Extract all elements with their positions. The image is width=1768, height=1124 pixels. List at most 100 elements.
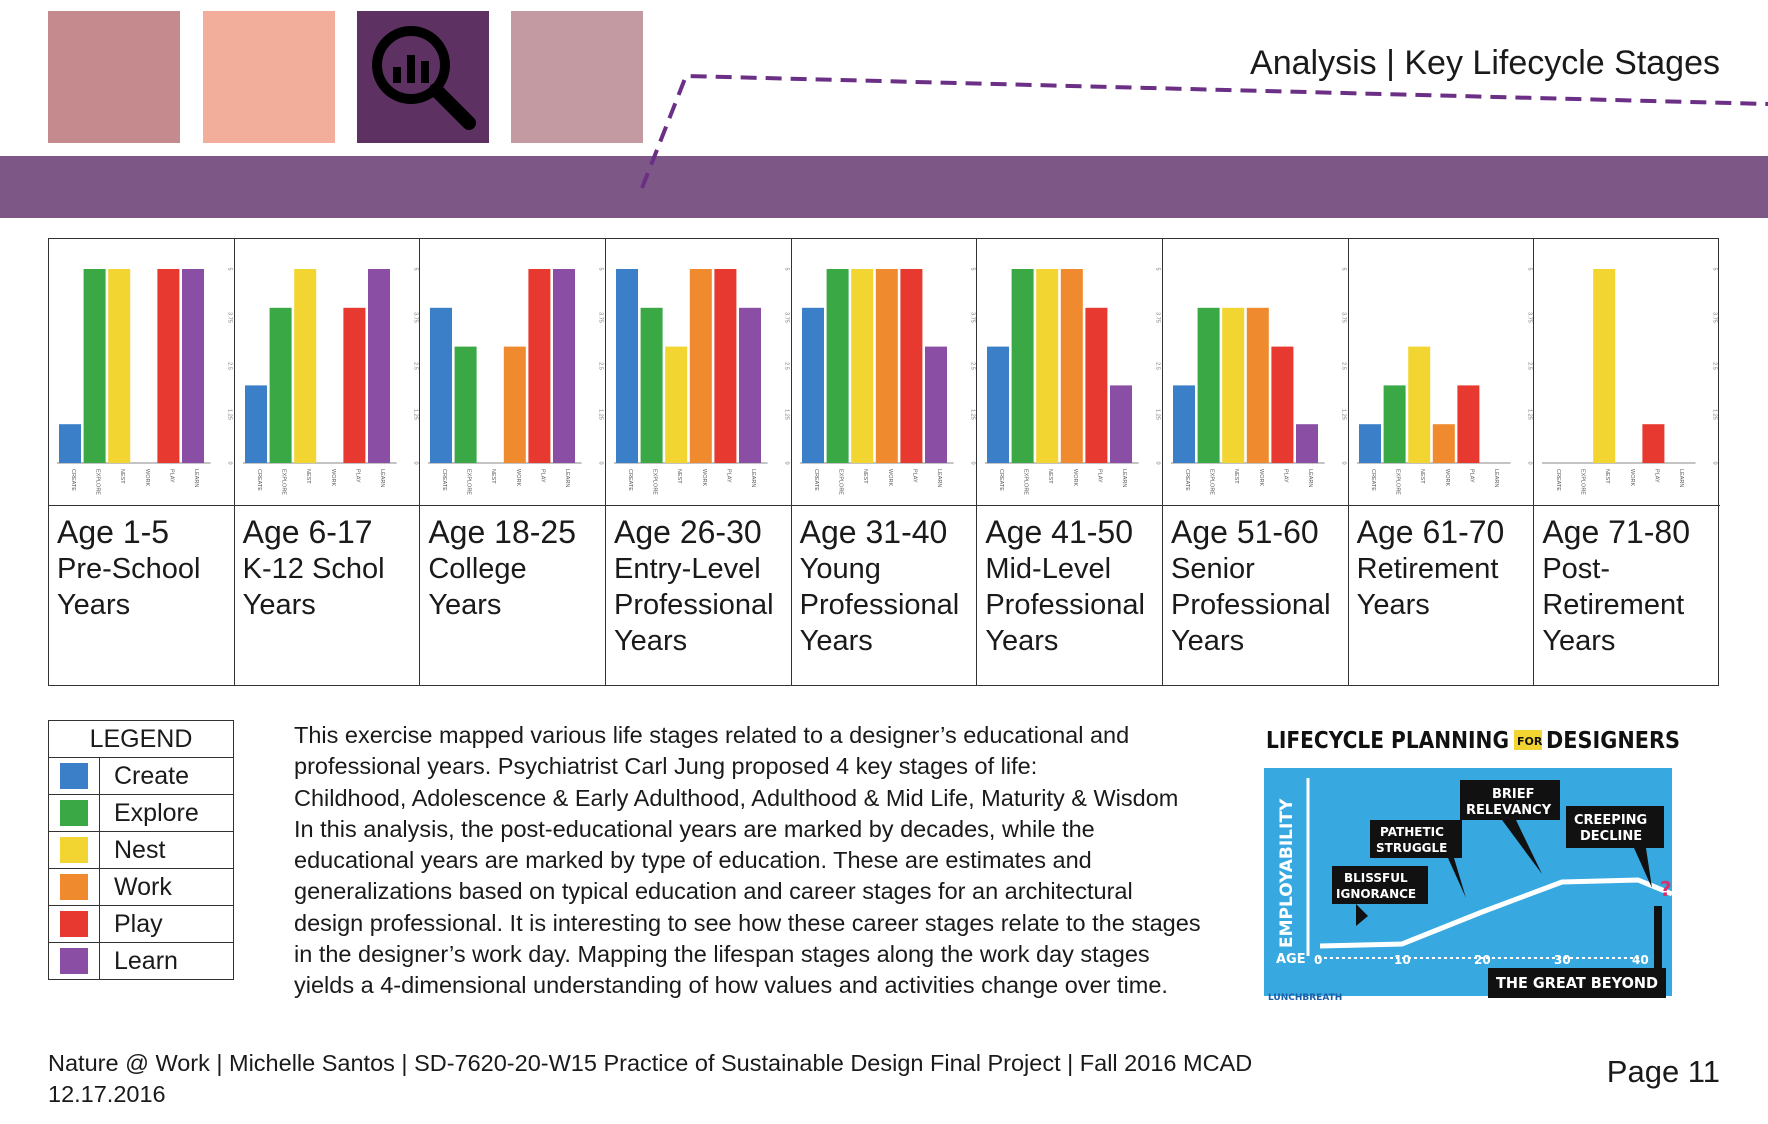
stage-label: Age 51-60 Senior Professional Years (1171, 513, 1344, 659)
stage-chart: CREATE EXPLORE NEST WORK PLAY LEARN 0 1.25 2.5 3.… (977, 239, 1162, 506)
stage-bar-chart: CREATE EXPLORE NEST WORK PLAY LEARN 0 1.25 2.5 3.… (57, 267, 233, 495)
chart-y-tick-label: 2.5 (1526, 362, 1532, 370)
chart-y-tick-label: 0 (1155, 461, 1161, 464)
poster-callout-beyond: THE GREAT BEYOND (1488, 906, 1666, 998)
chart-bar-learn (553, 269, 576, 463)
stage-bar-chart: CREATE EXPLORE NEST WORK PLAY LEARN 0 1.25 2.5 3.… (1542, 267, 1718, 495)
stage-cell: CREATE EXPLORE NEST WORK PLAY LEARN 0 1.25 2.5 3.… (977, 239, 1163, 685)
stage-age: Age 71-80 (1542, 514, 1690, 550)
chart-category-label: LEARN (750, 469, 756, 487)
chart-category-label: NEST (676, 469, 682, 484)
chart-category-label: PLAY (1468, 469, 1474, 483)
legend-swatch-explore (60, 800, 88, 826)
stage-name-line: Retirement (1542, 589, 1685, 621)
chart-bar-create (987, 346, 1010, 463)
chart-y-tick-label: 1.25 (1155, 409, 1161, 420)
chart-y-tick-label: 5 (784, 267, 790, 270)
stage-name-line: Years (57, 589, 131, 621)
stage-label: Age 1-5 Pre-School Years (57, 513, 230, 623)
chart-bar-nest (1593, 269, 1616, 463)
chart-y-tick-label: 1.25 (412, 409, 418, 420)
poster-callout-brief: BRIEF RELEVANCY (1460, 780, 1560, 874)
stage-name-line: Professional (799, 589, 960, 621)
chart-bar-create (616, 269, 638, 463)
stage-cell: CREATE EXPLORE NEST WORK PLAY LEARN 0 1.25 2.5 3.… (1534, 239, 1720, 685)
chart-y-tick-label: 0 (1526, 461, 1532, 464)
chart-category-label: LEARN (936, 469, 942, 487)
footer: Nature @ Work | Michelle Santos | SD-762… (48, 1048, 1252, 1110)
stage-cell: CREATE EXPLORE NEST WORK PLAY LEARN 0 1.25 2.5 3.… (1348, 239, 1535, 685)
chart-bar-create (1173, 385, 1195, 463)
chart-y-tick-label: 2.5 (1341, 362, 1347, 370)
chart-bar-play (1085, 307, 1108, 463)
chart-category-label: NEST (1233, 469, 1239, 484)
chart-y-tick-label: 1.25 (1341, 409, 1347, 420)
chart-y-tick-label: 1.25 (1526, 409, 1532, 420)
chart-category-label: PLAY (168, 469, 174, 483)
chart-bar-nest (1036, 269, 1059, 463)
chart-category-label: EXPLORE (95, 469, 101, 495)
stage-cell: CREATE EXPLORE NEST WORK PLAY LEARN 0 1.25 2.5 3.… (791, 239, 978, 685)
chart-category-label: LEARN (1307, 469, 1313, 487)
chart-bar-work (689, 269, 712, 463)
poster-question-mark: ? (1660, 877, 1672, 901)
chart-bar-create (59, 424, 81, 463)
description-line: generalizations based on typical educati… (294, 878, 1133, 905)
description-line: in the designer’s work day. Mapping the … (294, 941, 1150, 968)
chart-bar-create (244, 385, 267, 463)
chart-bar-explore (269, 307, 292, 463)
chart-category-label: CREATE (813, 469, 819, 491)
poster-tick-30: 30 (1554, 953, 1571, 967)
stage-label: Age 26-30 Entry-Level Professional Years (614, 513, 787, 659)
page-title: Analysis | Key Lifecycle Stages (1250, 44, 1720, 82)
poster-callout-pathetic: PATHETIC STRUGGLE (1370, 820, 1466, 898)
legend-swatch-play (60, 911, 88, 937)
legend-swatch-create (60, 763, 88, 789)
chart-y-tick-label: 5 (227, 267, 233, 270)
chart-y-tick-label: 1.25 (1712, 409, 1718, 420)
header-band (0, 156, 1768, 218)
chart-category-label: CREATE (998, 469, 1004, 491)
chart-y-tick-label: 3.75 (1155, 312, 1161, 323)
chart-category-label: EXPLORE (1023, 469, 1029, 495)
stage-name-line: Years (1542, 625, 1616, 657)
poster-blissful-1: BLISSFUL (1344, 871, 1408, 885)
chart-category-label: CREATE (1370, 469, 1376, 491)
legend-label-play: Play (99, 905, 234, 943)
chart-category-label: CREATE (627, 469, 633, 491)
stage-label: Age 61-70 Retirement Years (1357, 513, 1530, 623)
stage-label: Age 41-50 Mid-Level Professional Years (985, 513, 1158, 659)
description-line: In this analysis, the post-educational y… (294, 815, 1095, 842)
chart-bar-play (714, 269, 737, 463)
stage-age: Age 51-60 (1171, 514, 1319, 550)
chart-category-label: NEST (119, 469, 125, 484)
analytics-magnifier-icon (372, 26, 476, 130)
chart-y-tick-label: 5 (1155, 267, 1161, 270)
header-tile-4 (511, 11, 643, 143)
stage-name-line: Post- (1542, 553, 1611, 585)
poster-beyond-label: THE GREAT BEYOND (1496, 974, 1658, 992)
chart-category-label: NEST (305, 469, 311, 484)
poster-title-a: LIFECYCLE PLANNING (1266, 728, 1509, 754)
header-tile-2 (203, 11, 335, 143)
poster-creeping-1: CREEPING (1574, 813, 1647, 828)
chart-bar-learn (924, 346, 947, 463)
stage-name-line: Senior (1171, 553, 1255, 585)
stage-chart: CREATE EXPLORE NEST WORK PLAY LEARN 0 1.25 2.5 3.… (1534, 239, 1720, 506)
chart-category-label: CREATE (70, 469, 76, 491)
stage-bar-chart: CREATE EXPLORE NEST WORK PLAY LEARN 0 1.25 2.5 3.… (428, 267, 604, 495)
chart-category-label: EXPLORE (1209, 469, 1215, 495)
chart-y-tick-label: 1.25 (969, 409, 975, 420)
chart-y-tick-label: 2.5 (412, 362, 418, 370)
chart-bar-play (900, 269, 923, 463)
legend-swatch-learn (60, 948, 88, 974)
stage-name-line: Professional (614, 589, 774, 621)
chart-y-tick-label: 3.75 (412, 312, 418, 323)
chart-bar-create (430, 307, 453, 463)
chart-y-tick-label: 3.75 (1341, 312, 1347, 323)
chart-bar-learn (367, 269, 390, 463)
chart-bar-nest (850, 269, 873, 463)
chart-category-label: LEARN (1121, 469, 1127, 487)
footer-credits: Nature @ Work | Michelle Santos | SD-762… (48, 1050, 1253, 1076)
chart-category-label: WORK (1443, 469, 1449, 486)
